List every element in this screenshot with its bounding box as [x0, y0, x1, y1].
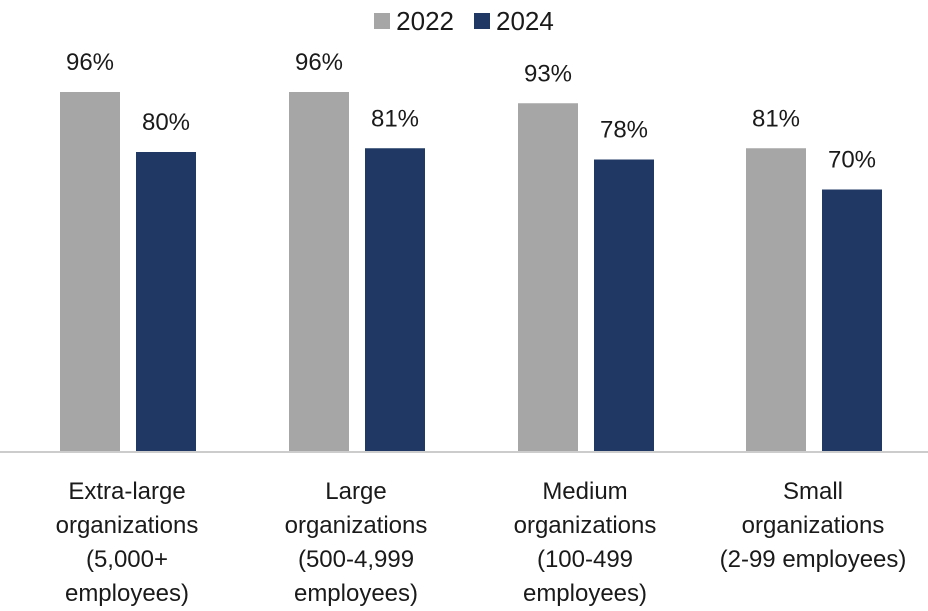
category-label-large: Large organizations (500-4,999 employees… — [284, 478, 428, 607]
value-label-2024-medium: 78% — [600, 117, 648, 144]
category-label-medium: Medium organizations (100-499 employees) — [513, 478, 657, 607]
value-labels-group: 96% 96% 93% 81% 80% 81% 78% 70% — [66, 49, 876, 174]
bar-2022-small — [746, 148, 806, 452]
bar-2024-large — [365, 148, 425, 452]
bar-2022-large — [289, 92, 349, 452]
value-label-2022-medium: 93% — [524, 60, 572, 87]
bar-2022-medium — [518, 103, 578, 452]
legend: 2022 2024 — [0, 4, 928, 38]
value-label-2022-small: 81% — [752, 105, 800, 132]
legend-item-2022: 2022 — [374, 4, 454, 38]
category-label-small: Small organizations (2-99 employees) — [719, 478, 907, 573]
bar-2024-medium — [594, 159, 654, 452]
legend-item-2024: 2024 — [474, 4, 554, 38]
legend-label-2024: 2024 — [496, 6, 554, 36]
value-label-2024-large: 81% — [371, 105, 419, 132]
value-label-2024-extra-large: 80% — [142, 109, 190, 136]
legend-label-2022: 2022 — [396, 6, 454, 36]
value-label-2022-extra-large: 96% — [66, 49, 114, 76]
bar-2024-small — [822, 189, 882, 452]
category-label-extra-large: Extra-large organizations (5,000+ employ… — [55, 478, 199, 607]
value-label-2022-large: 96% — [295, 49, 343, 76]
bar-2022-extra-large — [60, 92, 120, 452]
value-label-2024-small: 70% — [828, 147, 876, 174]
bars-group — [60, 92, 882, 452]
bar-2024-extra-large — [136, 152, 196, 452]
legend-swatch-2022 — [374, 13, 391, 29]
legend-swatch-2024 — [474, 13, 490, 29]
